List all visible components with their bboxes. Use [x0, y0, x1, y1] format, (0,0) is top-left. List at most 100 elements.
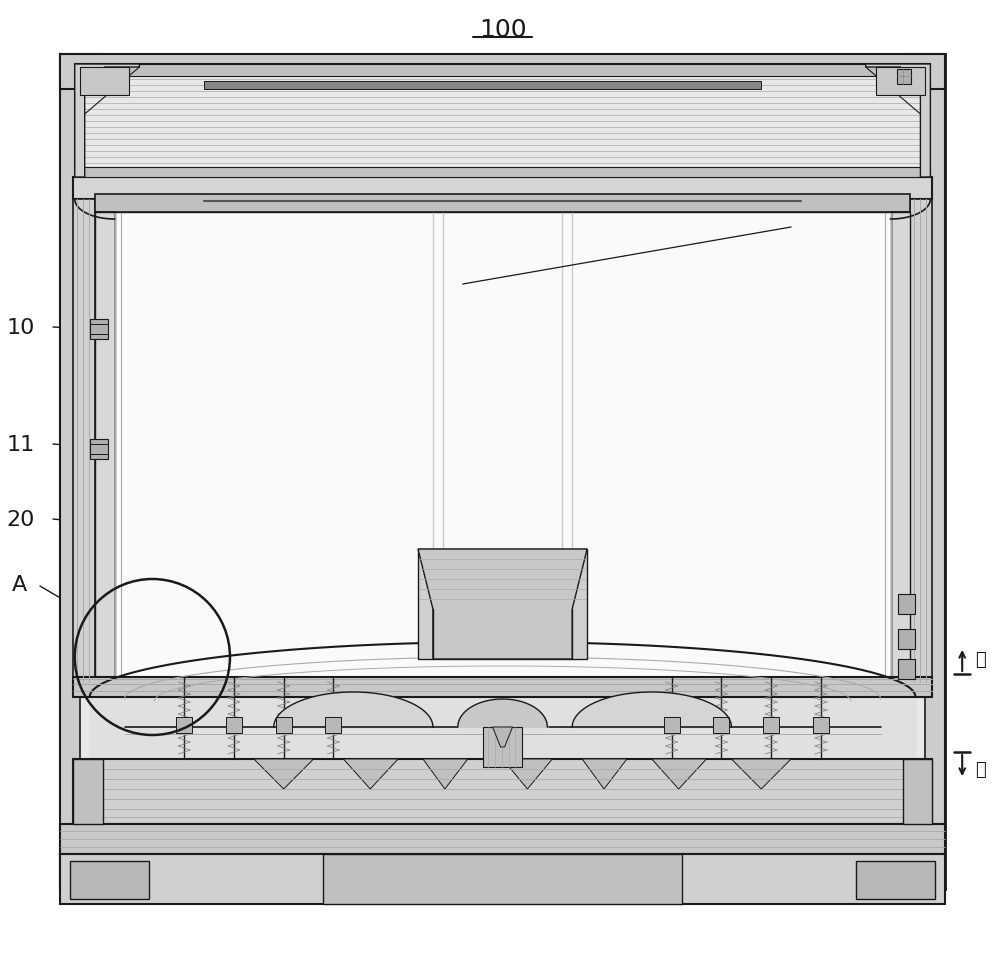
Bar: [905, 55, 945, 889]
Bar: [60, 55, 100, 889]
Bar: [898, 659, 915, 679]
Bar: [75, 65, 930, 180]
Bar: [60, 824, 945, 854]
Bar: [80, 168, 925, 178]
Bar: [73, 200, 95, 682]
Bar: [276, 718, 292, 733]
Bar: [418, 550, 587, 659]
Bar: [323, 854, 682, 904]
Polygon shape: [503, 760, 552, 789]
Bar: [856, 862, 935, 899]
Bar: [60, 55, 945, 889]
Bar: [95, 213, 115, 682]
Bar: [115, 213, 891, 678]
Bar: [60, 824, 945, 854]
Bar: [80, 698, 925, 827]
Bar: [891, 213, 910, 682]
Bar: [115, 213, 891, 678]
Bar: [898, 659, 915, 679]
Bar: [664, 718, 680, 733]
Text: 100: 100: [479, 18, 526, 42]
Bar: [90, 319, 108, 339]
Bar: [60, 55, 945, 889]
Bar: [90, 319, 108, 339]
Text: 11: 11: [7, 435, 35, 455]
Bar: [176, 718, 192, 733]
Bar: [73, 178, 932, 682]
Bar: [60, 854, 945, 889]
Bar: [903, 760, 932, 824]
Bar: [73, 178, 932, 200]
Bar: [323, 854, 682, 904]
Bar: [95, 213, 115, 682]
Bar: [70, 862, 149, 899]
Bar: [73, 178, 932, 200]
Bar: [813, 718, 829, 733]
Text: 31: 31: [846, 257, 874, 277]
Bar: [910, 200, 932, 682]
Bar: [204, 82, 761, 90]
Text: 50: 50: [851, 707, 879, 727]
Bar: [325, 718, 341, 733]
Bar: [763, 718, 779, 733]
Bar: [90, 439, 108, 459]
Bar: [60, 854, 945, 889]
Bar: [226, 718, 242, 733]
Bar: [95, 194, 910, 213]
Bar: [898, 629, 915, 649]
Polygon shape: [582, 760, 627, 789]
Text: 10: 10: [7, 317, 35, 337]
Bar: [204, 82, 761, 90]
Bar: [73, 760, 932, 824]
Bar: [325, 718, 341, 733]
Polygon shape: [343, 760, 398, 789]
Text: 20: 20: [7, 510, 35, 530]
Bar: [80, 68, 129, 96]
Bar: [80, 168, 925, 178]
Text: 21: 21: [851, 661, 879, 681]
Bar: [856, 862, 935, 899]
Bar: [910, 200, 932, 682]
Bar: [73, 760, 932, 824]
Bar: [90, 439, 108, 459]
Bar: [80, 65, 925, 77]
Bar: [73, 760, 103, 824]
Bar: [763, 718, 779, 733]
Text: 51: 51: [821, 834, 849, 854]
Text: 42: 42: [851, 627, 879, 647]
Bar: [73, 760, 103, 824]
Bar: [95, 194, 910, 213]
Bar: [713, 718, 729, 733]
Text: 下: 下: [975, 760, 986, 779]
Bar: [713, 718, 729, 733]
Bar: [905, 55, 945, 889]
Polygon shape: [423, 760, 468, 789]
Text: 41: 41: [851, 589, 879, 609]
Polygon shape: [731, 760, 791, 789]
Bar: [483, 727, 522, 767]
Polygon shape: [418, 550, 587, 659]
Polygon shape: [493, 727, 513, 747]
Bar: [73, 678, 932, 698]
Bar: [176, 718, 192, 733]
Bar: [70, 862, 149, 899]
Bar: [80, 698, 925, 827]
Bar: [60, 55, 945, 90]
Bar: [891, 213, 910, 682]
Polygon shape: [75, 65, 139, 178]
Bar: [813, 718, 829, 733]
Text: 上: 上: [975, 650, 986, 668]
Bar: [276, 718, 292, 733]
Text: 30: 30: [851, 185, 879, 205]
Bar: [60, 854, 945, 904]
Bar: [898, 595, 915, 615]
Polygon shape: [254, 760, 314, 789]
Bar: [664, 718, 680, 733]
Bar: [903, 760, 932, 824]
Polygon shape: [652, 760, 707, 789]
Bar: [60, 55, 945, 90]
Bar: [73, 678, 932, 698]
Bar: [897, 70, 911, 85]
Bar: [483, 727, 522, 767]
Bar: [418, 550, 587, 659]
